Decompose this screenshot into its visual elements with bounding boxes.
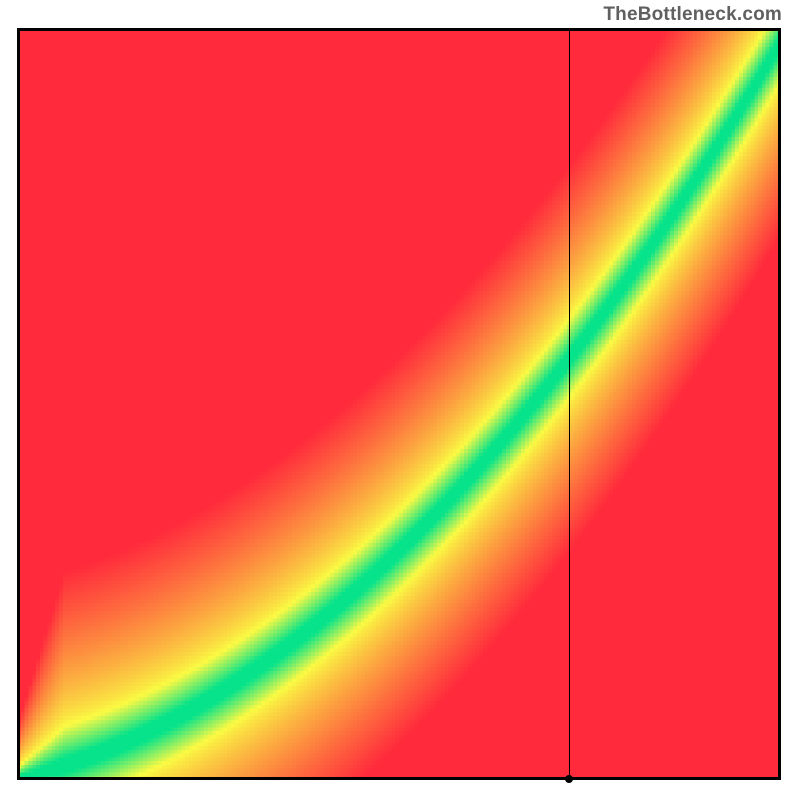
heatmap-canvas <box>17 28 781 780</box>
marker-dot <box>565 775 573 783</box>
heatmap-plot <box>17 28 781 780</box>
marker-vertical-line <box>569 28 570 780</box>
watermark-text: TheBottleneck.com <box>603 4 782 26</box>
chart-container: TheBottleneck.com <box>0 0 800 800</box>
